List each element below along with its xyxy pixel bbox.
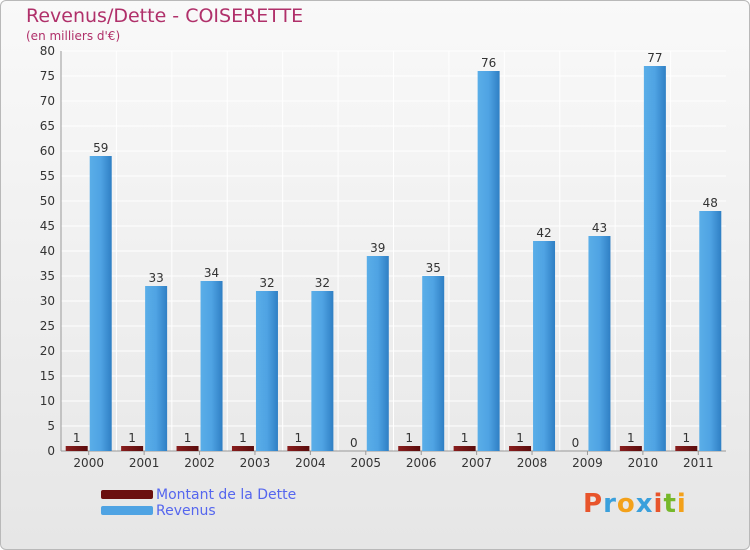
label-debt-2011: 1 [682,431,690,445]
x-tick-label-2002: 2002 [184,456,215,470]
label-revenue-2001: 33 [148,271,163,285]
y-tick-label: 70 [40,94,55,108]
y-tick-label: 40 [40,244,55,258]
x-tick-label-2007: 2007 [461,456,492,470]
bar-debt-2006 [398,446,421,451]
bar-debt-2011 [675,446,698,451]
bar-debt-2000 [65,446,88,451]
legend-swatch-revenue [101,506,153,515]
label-debt-2009: 0 [572,436,580,450]
bar-debt-2008 [509,446,532,451]
label-revenue-2011: 48 [703,196,718,210]
label-debt-2004: 1 [295,431,303,445]
bar-revenue-2009 [588,236,611,451]
y-tick-label: 0 [47,444,55,458]
label-revenue-2010: 77 [647,51,662,65]
label-revenue-2009: 43 [592,221,607,235]
label-debt-2003: 1 [239,431,247,445]
legend-label-debt: Montant de la Dette [156,487,297,503]
x-tick-label-2000: 2000 [73,456,104,470]
y-tick-label: 10 [40,394,55,408]
label-debt-2010: 1 [627,431,635,445]
bar-revenue-2002 [200,281,223,451]
label-debt-2006: 1 [405,431,413,445]
logo-letter: r [603,489,617,519]
label-revenue-2005: 39 [370,241,385,255]
y-tick-label: 20 [40,344,55,358]
label-revenue-2007: 76 [481,56,496,70]
bar-debt-2010 [619,446,642,451]
legend-swatch-debt [101,490,153,499]
x-tick-label-2003: 2003 [240,456,271,470]
y-tick-label: 35 [40,269,55,283]
x-tick-label-2001: 2001 [129,456,160,470]
bar-revenue-2011 [699,211,722,451]
proxiti-logo: Proxiti [583,489,687,519]
bar-debt-2002 [176,446,199,451]
bar-revenue-2005 [366,256,389,451]
label-revenue-2000: 59 [93,141,108,155]
x-tick-label-2004: 2004 [295,456,326,470]
x-tick-label-2011: 2011 [683,456,714,470]
bar-debt-2001 [121,446,144,451]
y-tick-label: 65 [40,119,55,133]
label-debt-2001: 1 [128,431,136,445]
y-tick-label: 55 [40,169,55,183]
label-debt-2008: 1 [516,431,524,445]
y-tick-label: 5 [47,419,55,433]
label-revenue-2004: 32 [315,276,330,290]
label-revenue-2003: 32 [259,276,274,290]
chart-subtitle: (en milliers d'€) [26,29,121,43]
bar-revenue-2007 [477,71,500,451]
logo-letter: i [676,489,687,519]
chart-title: Revenus/Dette - COISERETTE [26,5,304,27]
x-tick-label-2005: 2005 [351,456,382,470]
y-tick-label: 75 [40,69,55,83]
x-tick-label-2008: 2008 [517,456,548,470]
bar-debt-2004 [287,446,310,451]
bar-debt-2003 [231,446,254,451]
y-tick-label: 80 [40,44,55,58]
y-tick-label: 45 [40,219,55,233]
label-debt-2005: 0 [350,436,358,450]
label-debt-2000: 1 [73,431,81,445]
bar-revenue-2008 [533,241,556,451]
label-debt-2007: 1 [461,431,469,445]
data-labels: 1 59 1 33 1 34 1 32 1 32 0 39 1 35 1 76 1 42 0 43 1 77 1 48 [73,51,718,450]
bar-debt-2007 [453,446,476,451]
label-debt-2002: 1 [184,431,192,445]
label-revenue-2002: 34 [204,266,219,280]
label-revenue-2006: 35 [426,261,441,275]
bars [65,66,722,451]
legend-label-revenue: Revenus [156,503,216,519]
y-tick-label: 30 [40,294,55,308]
y-tick-label: 15 [40,369,55,383]
bar-revenue-2003 [255,291,278,451]
y-tick-label: 50 [40,194,55,208]
logo-letter: t [663,489,677,519]
bar-revenue-2010 [643,66,666,451]
y-tick-label: 60 [40,144,55,158]
x-tick-label-2010: 2010 [628,456,659,470]
bar-revenue-2001 [145,286,168,451]
x-tick-label-2009: 2009 [572,456,603,470]
bar-revenue-2000 [89,156,112,451]
logo-letter: o [616,489,636,519]
grid-lines [61,50,726,451]
logo-letter: i [653,489,664,519]
label-revenue-2008: 42 [536,226,551,240]
bar-revenue-2006 [422,276,445,451]
logo-letter: P [583,489,604,519]
bar-revenue-2004 [311,291,334,451]
x-tick-label-2006: 2006 [406,456,437,470]
logo-letter: x [635,489,654,519]
y-tick-label: 25 [40,319,55,333]
